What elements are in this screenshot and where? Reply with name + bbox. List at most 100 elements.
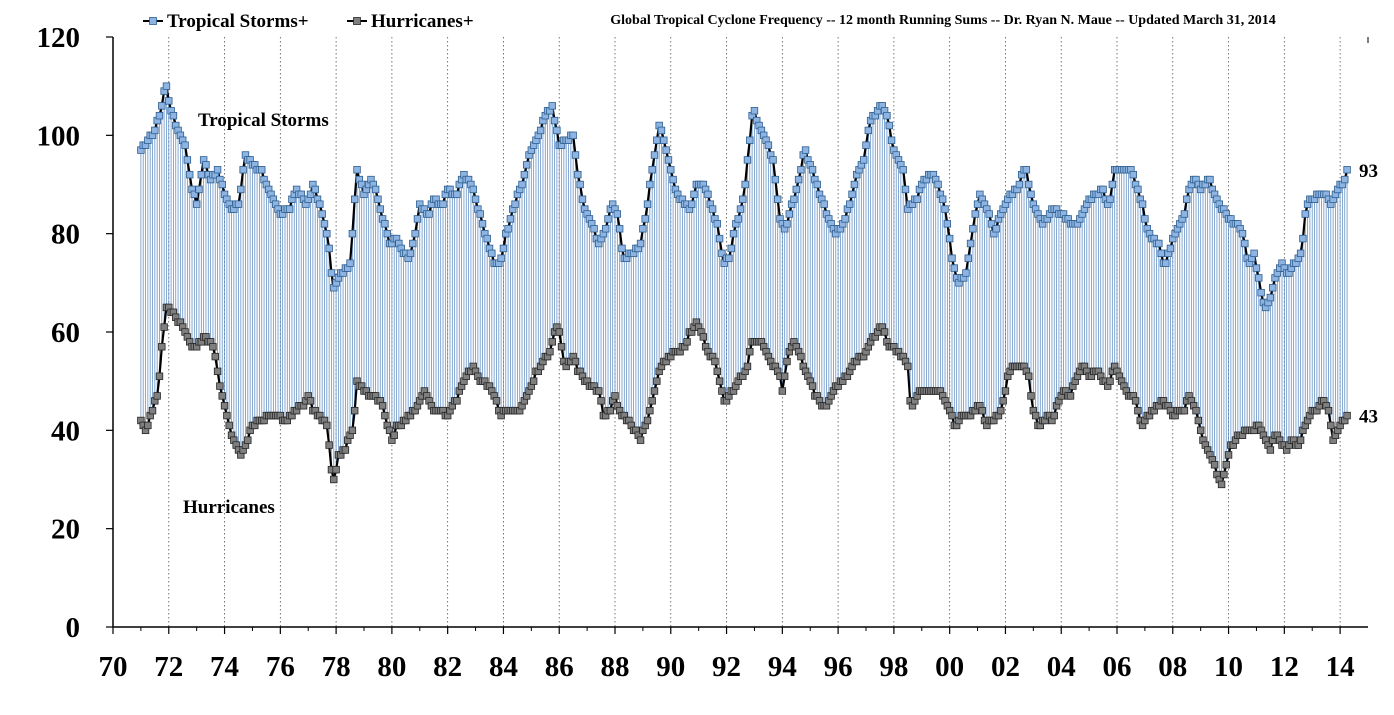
data-point	[1296, 436, 1305, 444]
data-point	[966, 239, 975, 248]
data-point	[471, 195, 480, 203]
data-point	[808, 382, 817, 390]
data-point	[1301, 210, 1309, 218]
data-point	[934, 180, 942, 189]
data-point	[773, 195, 782, 203]
data-point	[987, 220, 996, 228]
x-tick-label: 94	[768, 651, 797, 683]
annotation-tropical-storms: Tropical Storms	[198, 110, 329, 131]
data-point	[1027, 190, 1035, 199]
data-point	[687, 200, 696, 208]
data-point	[162, 82, 171, 90]
data-point	[1250, 249, 1258, 258]
data-point	[1217, 480, 1226, 489]
data-point	[662, 146, 670, 154]
data-point	[790, 195, 798, 203]
data-point	[643, 416, 652, 425]
x-tick-label: 08	[1158, 651, 1187, 683]
axes	[106, 36, 1369, 634]
data-point	[713, 367, 721, 376]
data-point	[185, 170, 194, 179]
x-tick-label: 14	[1326, 651, 1355, 683]
data-point	[244, 436, 252, 444]
legend: Tropical Storms+ Hurricanes+	[143, 11, 474, 32]
data-point	[962, 269, 970, 277]
data-point	[643, 200, 652, 208]
data-point	[411, 229, 419, 238]
data-point	[711, 357, 719, 366]
series-tropical-storms	[137, 82, 1351, 312]
data-point	[323, 229, 331, 238]
data-point	[743, 156, 752, 164]
data-point	[1206, 175, 1214, 184]
data-point	[1183, 195, 1191, 203]
x-tick-label: 76	[266, 651, 295, 683]
data-point	[1343, 411, 1351, 420]
data-point	[690, 190, 698, 199]
data-point	[546, 347, 554, 356]
data-point	[1196, 426, 1205, 435]
data-point	[406, 249, 415, 258]
data-point	[453, 190, 461, 199]
last-value-tropical-storms: 93	[1359, 161, 1378, 182]
x-tick-label: 80	[377, 651, 406, 683]
data-point	[306, 397, 315, 405]
x-tick-label: 88	[601, 651, 630, 683]
data-point	[413, 215, 422, 223]
data-point	[1210, 461, 1219, 469]
data-point	[225, 421, 233, 430]
data-point	[880, 328, 889, 336]
data-point	[390, 431, 398, 439]
data-point	[715, 234, 724, 243]
x-tick-label: 70	[99, 651, 128, 683]
data-point	[318, 210, 326, 218]
data-point	[948, 254, 956, 262]
data-point	[216, 382, 224, 390]
data-point	[653, 136, 661, 144]
data-point	[648, 166, 656, 174]
data-point	[641, 215, 649, 223]
data-point	[650, 151, 659, 159]
data-point	[376, 205, 384, 213]
data-point	[1327, 421, 1335, 430]
data-point	[211, 352, 219, 361]
data-point	[153, 392, 161, 400]
data-point	[536, 126, 545, 135]
data-point	[209, 343, 217, 351]
data-point	[771, 175, 780, 184]
data-point	[1138, 200, 1147, 208]
data-point	[708, 205, 717, 213]
legend-marker	[353, 17, 361, 25]
data-point	[1024, 372, 1033, 380]
data-point	[1269, 284, 1277, 292]
data-point	[848, 190, 856, 199]
data-point	[653, 377, 661, 385]
data-point	[801, 146, 810, 154]
data-point	[506, 215, 515, 223]
data-point	[595, 387, 603, 395]
data-point	[764, 141, 773, 149]
data-point	[778, 387, 787, 395]
data-point	[992, 225, 1000, 233]
data-point	[808, 166, 817, 174]
data-point	[901, 185, 910, 194]
data-point	[1238, 229, 1247, 238]
data-point	[741, 180, 749, 189]
data-point	[664, 156, 673, 164]
data-point	[1141, 215, 1149, 223]
data-point	[769, 156, 777, 164]
data-point	[743, 362, 752, 371]
data-point	[439, 200, 447, 208]
data-point	[1257, 288, 1265, 297]
data-point	[862, 141, 870, 149]
y-tick-label: 80	[51, 219, 80, 251]
data-point	[213, 166, 222, 174]
data-point	[736, 205, 745, 213]
data-point	[578, 195, 587, 203]
data-point	[648, 397, 656, 405]
chart-title: Global Tropical Cyclone Frequency -- 12 …	[610, 13, 1275, 28]
data-point	[158, 102, 166, 110]
data-point	[453, 397, 461, 405]
data-point	[223, 411, 231, 420]
